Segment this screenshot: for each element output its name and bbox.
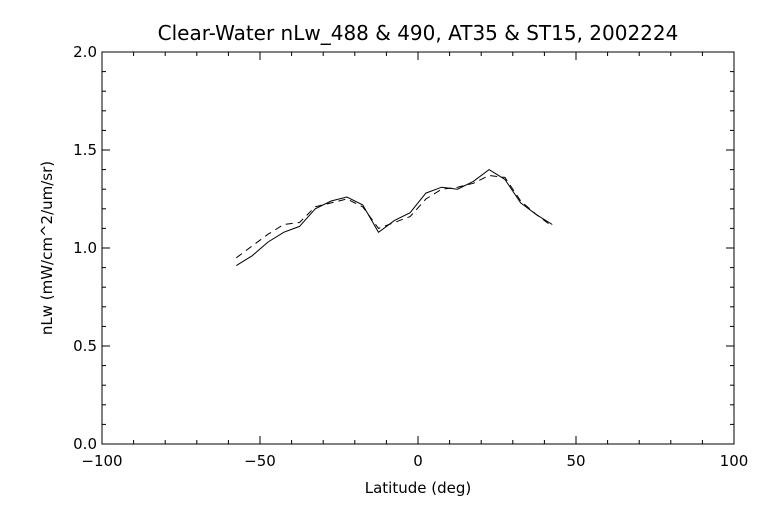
- x-tick-label: 100: [720, 452, 749, 470]
- y-tick-label: 1.0: [73, 239, 97, 257]
- y-tick-label: 0.0: [73, 435, 97, 453]
- y-tick-labels: 0.0 0.5 1.0 1.5 2.0: [73, 43, 97, 453]
- x-tick-label: −50: [244, 452, 276, 470]
- x-tick-label: 0: [413, 452, 423, 470]
- series-line-dashed: [236, 174, 553, 259]
- y-tick-label: 0.5: [73, 337, 97, 355]
- x-tick-label: 50: [566, 452, 585, 470]
- y-tick-label: 2.0: [73, 43, 97, 61]
- chart-title: Clear-Water nLw_488 & 490, AT35 & ST15, …: [158, 21, 679, 45]
- x-tick-label: −100: [81, 452, 122, 470]
- series-line-solid: [236, 168, 553, 267]
- x-axis-label: Latitude (deg): [365, 479, 471, 497]
- y-tick-label: 1.5: [73, 141, 97, 159]
- plot-frame: [101, 51, 735, 445]
- series-group: [236, 168, 553, 267]
- y-axis-label: nLw (mW/cm^2/um/sr): [38, 161, 56, 335]
- x-tick-labels: −100 −50 0 50 100: [81, 452, 748, 470]
- axis-ticks: [101, 51, 735, 445]
